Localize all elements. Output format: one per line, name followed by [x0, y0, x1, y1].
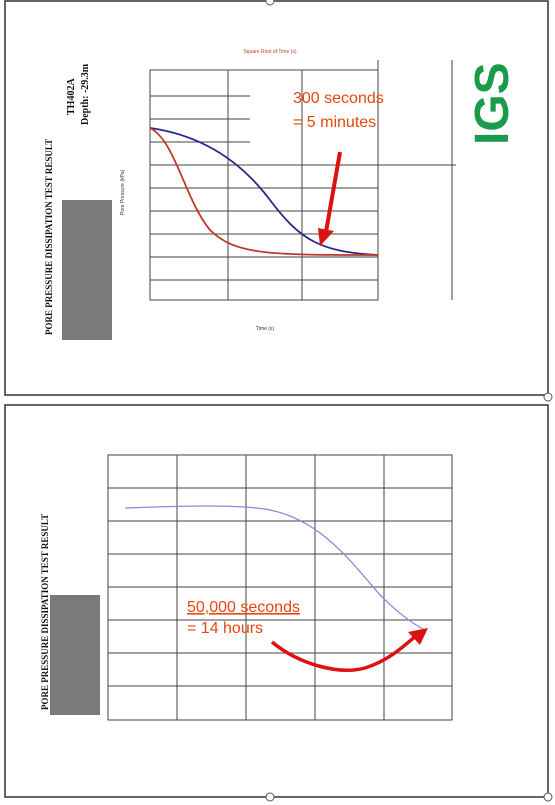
depth: Depth: -29.3m: [80, 63, 91, 125]
gray-block: [50, 595, 100, 715]
y-axis-title: Pore Pressure (kPa): [120, 169, 126, 215]
top-chart-grid: [149, 60, 456, 301]
bottom-chart-grid: [107, 454, 453, 721]
arrow-head: [318, 228, 334, 246]
handle: [543, 792, 553, 802]
arrow-head: [408, 628, 428, 645]
logo: IGS: [466, 62, 519, 145]
x-axis-title: Time (s): [256, 326, 274, 332]
gray-block: [62, 200, 112, 340]
doc-title: PORE PRESSURE DISSIPATION TEST RESULT: [44, 139, 54, 335]
curved-arrow: [270, 632, 420, 672]
annotation-line: 50,000 seconds: [187, 599, 300, 616]
top-axis-title: Square Root of Time (s): [243, 49, 296, 55]
arrow: [324, 151, 342, 233]
handle: [265, 792, 275, 802]
handle: [543, 392, 553, 402]
annotation-line: = 14 hours: [187, 620, 263, 637]
blue-curve: [149, 127, 379, 256]
red-curve: [149, 127, 379, 256]
annotation-line: = 5 minutes: [293, 114, 376, 131]
dissipation-curve: [124, 505, 426, 631]
annotation-line: 300 seconds: [293, 90, 384, 107]
test-id: TH402A: [66, 78, 77, 115]
doc-title: PORE PRESSURE DISSIPATION TEST RESULT: [40, 514, 50, 710]
handle: [265, 0, 275, 6]
